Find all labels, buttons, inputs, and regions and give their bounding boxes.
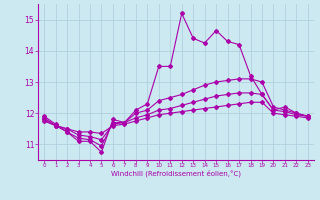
X-axis label: Windchill (Refroidissement éolien,°C): Windchill (Refroidissement éolien,°C) <box>111 170 241 177</box>
